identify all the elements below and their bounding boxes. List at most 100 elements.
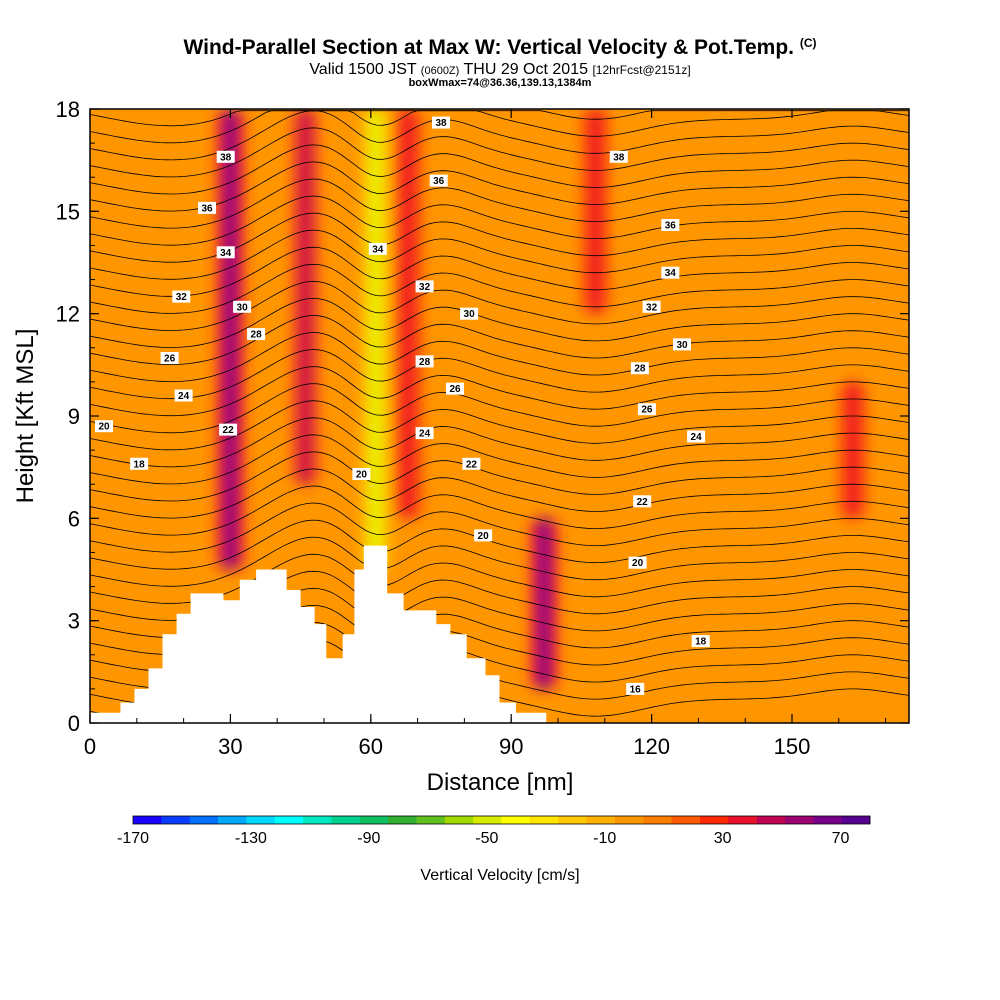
- box-info: boxWmax=74@36.36,139.13,1384m: [408, 77, 592, 89]
- contour-label-bg: [233, 300, 252, 313]
- contour-label-bg: [626, 682, 645, 695]
- contour-label-text: 20: [478, 531, 490, 542]
- contour-label-text: 20: [356, 470, 368, 481]
- colorbar-tick-label: -170: [117, 830, 149, 847]
- theta-contour-25: [90, 246, 909, 297]
- colorbar-swatch: [784, 816, 814, 824]
- colorbar-swatch: [303, 816, 332, 824]
- contour-label-bg: [198, 201, 216, 214]
- colorbar-swatch: [501, 816, 531, 824]
- colorbar: -170 -130 -90 -50 -10 30 70: [117, 815, 871, 847]
- theta-contour-29: [90, 178, 909, 229]
- colorbar-swatch: [841, 816, 871, 824]
- contour-label-text: 22: [223, 425, 235, 436]
- colorbar-swatch: [756, 816, 786, 824]
- contour-label-text: 38: [435, 118, 447, 129]
- contour-label-27: 28: [630, 362, 649, 375]
- contour-label-bg: [628, 556, 647, 569]
- contour-label-bg: [219, 423, 238, 436]
- contour-label-text: 34: [665, 268, 677, 279]
- contour-label-bg: [216, 150, 235, 163]
- x-tick-label: 120: [633, 734, 670, 759]
- contour-label-bg: [691, 635, 710, 648]
- x-tick-label: 60: [359, 734, 383, 759]
- colorbar-swatch: [529, 816, 559, 824]
- contour-label-24: 34: [661, 266, 680, 279]
- colorbar-swatch: [671, 816, 701, 824]
- contour-label-1: 36: [198, 201, 216, 214]
- contour-label-text: 24: [419, 429, 431, 440]
- theta-contour-23: [90, 280, 909, 331]
- theta-contour-34: [90, 110, 909, 144]
- colorbar-tick-label: -90: [357, 830, 380, 847]
- contour-label-text: 36: [665, 221, 677, 232]
- contour-label-15: 30: [460, 307, 479, 320]
- contour-label-text: 24: [691, 432, 703, 443]
- theta-contour-7: [90, 553, 909, 604]
- contour-label-bg: [661, 219, 680, 231]
- contour-label-text: 28: [251, 330, 263, 341]
- contour-label-bg: [687, 430, 706, 443]
- contour-label-5: 28: [247, 328, 266, 341]
- contour-label-bg: [174, 389, 193, 402]
- colorbar-swatch: [331, 816, 361, 824]
- y-tick-label: 3: [68, 609, 80, 634]
- colorbar-tick-label: 30: [714, 830, 732, 847]
- contour-label-text: 36: [433, 176, 445, 187]
- chart-subtitle: Valid 1500 JST (0600Z) THU 29 Oct 2015 […: [0, 61, 1000, 79]
- contour-label-2: 34: [216, 246, 235, 259]
- theta-contour-15: [90, 417, 909, 468]
- contour-label-text: 30: [464, 309, 476, 320]
- w-feature-1-2: [300, 109, 311, 485]
- chart-title: Wind-Parallel Section at Max W: Vertical…: [0, 36, 1000, 60]
- theta-contour-26: [90, 229, 909, 280]
- contour-label-text: 32: [646, 302, 658, 313]
- contour-label-bg: [673, 338, 691, 351]
- contour-label-10: 18: [130, 457, 149, 470]
- contour-label-6: 26: [160, 352, 179, 365]
- colorbar-swatch: [246, 816, 276, 824]
- contour-label-text: 32: [176, 292, 188, 303]
- colorbar-swatch: [643, 816, 672, 824]
- contour-label-bg: [415, 280, 434, 293]
- theta-contour-31: [90, 144, 909, 195]
- contour-label-7: 24: [174, 389, 193, 402]
- colorbar-swatch: [133, 816, 162, 824]
- w-feature-4-2: [539, 518, 549, 689]
- contour-label-bg: [415, 427, 434, 440]
- contour-label-3: 32: [172, 290, 191, 303]
- colorbar-tick-label: -130: [235, 830, 267, 847]
- contour-label-text: 26: [164, 354, 176, 365]
- theta-contour-30: [90, 161, 909, 212]
- theta-contour-13: [90, 451, 909, 502]
- theta-contour-8: [90, 536, 909, 587]
- contour-label-11: 38: [432, 116, 450, 129]
- contour-label-28: 26: [637, 403, 656, 416]
- colorbar-swatch: [161, 816, 190, 824]
- contour-label-bg: [474, 529, 493, 542]
- w-feature-5-2: [590, 109, 601, 314]
- colorbar-swatch: [614, 816, 644, 824]
- contour-label-bg: [446, 382, 464, 395]
- valid-z: (0600Z): [420, 65, 460, 77]
- contour-label-bg: [630, 362, 649, 375]
- contour-label-14: 32: [415, 280, 434, 293]
- contour-label-21: 20: [474, 529, 493, 542]
- y-tick-label: 15: [56, 199, 80, 224]
- contour-label-bg: [247, 328, 266, 341]
- colorbar-swatch: [274, 816, 304, 824]
- contour-label-text: 20: [632, 558, 644, 569]
- contour-label-text: 18: [695, 637, 707, 648]
- theta-contour-17: [90, 383, 909, 434]
- contour-label-text: 38: [613, 152, 625, 163]
- contour-label-text: 30: [676, 340, 688, 351]
- theta-contour-22: [90, 297, 909, 348]
- contour-label-0: 38: [216, 150, 235, 163]
- theta-contour-32: [90, 127, 909, 178]
- x-axis: 0 30 60 90 120 150: [84, 109, 887, 759]
- colorbar-swatch: [586, 816, 616, 824]
- contour-label-text: 20: [98, 422, 110, 433]
- contour-label-32: 18: [691, 635, 710, 648]
- colorbar-swatch: [189, 816, 219, 824]
